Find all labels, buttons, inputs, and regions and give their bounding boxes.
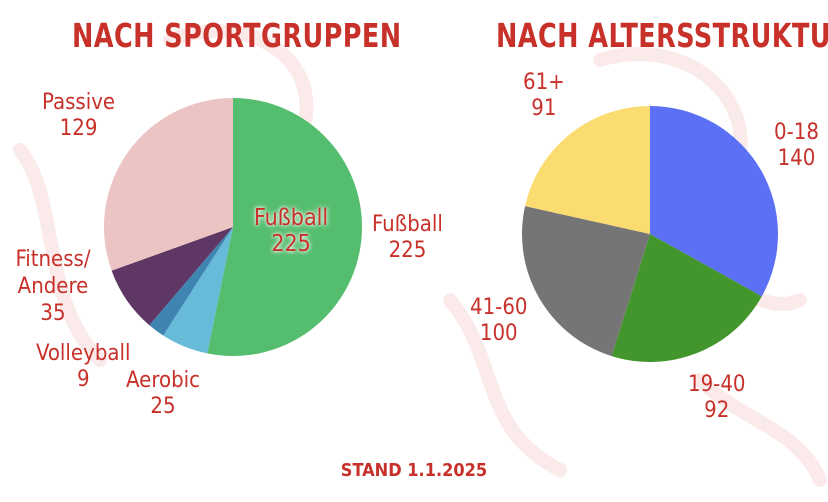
sportgruppen-slice-aerobic <box>163 227 233 354</box>
label-passive-name: Passive <box>42 90 116 115</box>
label-fitness: Fitness/ Andere 35 <box>8 246 98 327</box>
label-volleyball: Volleyball 9 <box>36 341 131 393</box>
inner-label-fussball-value: 225 <box>271 231 311 257</box>
sportgruppen-slice-passive <box>104 98 233 271</box>
label-volleyball-value: 9 <box>76 367 90 392</box>
label-volleyball-name: Volleyball <box>36 341 131 366</box>
label-age-61-plus-value: 91 <box>531 96 557 121</box>
label-passive-value: 129 <box>59 116 98 141</box>
label-age-41-60-value: 100 <box>479 321 518 346</box>
label-aerobic-value: 25 <box>150 394 176 419</box>
label-passive: Passive 129 <box>42 90 115 142</box>
label-age-0-18: 0-18 140 <box>774 120 819 172</box>
label-age-0-18-name: 0-18 <box>774 120 819 145</box>
altersstruktur-slice-19-40 <box>611 234 762 362</box>
sportgruppen-slice-volleyball <box>149 227 233 336</box>
label-age-41-60: 41-60 100 <box>470 295 528 347</box>
label-aerobic-name: Aerobic <box>126 368 201 393</box>
label-age-61-plus: 61+ 91 <box>523 70 565 122</box>
label-aerobic: Aerobic 25 <box>126 368 200 420</box>
inner-label-fussball: Fußball 225 <box>254 205 328 257</box>
altersstruktur-slice-61 <box>525 106 650 234</box>
label-age-19-40: 19-40 92 <box>688 372 746 424</box>
chart-title-altersstruktur: NACH ALTERSSTRUKTUR <box>496 16 828 55</box>
label-age-19-40-name: 19-40 <box>688 372 746 397</box>
label-age-61-plus-name: 61+ <box>523 70 565 95</box>
footer-date: STAND 1.1.2025 <box>340 460 488 481</box>
label-age-41-60-name: 41-60 <box>470 295 528 320</box>
altersstruktur-slice-0-18 <box>650 106 778 297</box>
label-age-19-40-value: 92 <box>704 398 730 423</box>
sportgruppen-slice-fitness-andere <box>111 227 233 326</box>
label-fussball-name: Fußball <box>372 212 443 237</box>
altersstruktur-slice-41-60 <box>522 206 650 357</box>
inner-label-fussball-name: Fußball <box>254 205 329 231</box>
sportgruppen-slice-fu-ball <box>207 98 362 356</box>
label-age-0-18-value: 140 <box>777 146 816 171</box>
label-fitness-name: Fitness/ Andere <box>15 247 91 299</box>
label-fussball: Fußball 225 <box>372 212 443 264</box>
chart-title-sportgruppen: NACH SPORTGRUPPEN <box>72 16 402 55</box>
label-fitness-value: 35 <box>40 301 66 326</box>
label-fussball-value: 225 <box>388 238 427 263</box>
